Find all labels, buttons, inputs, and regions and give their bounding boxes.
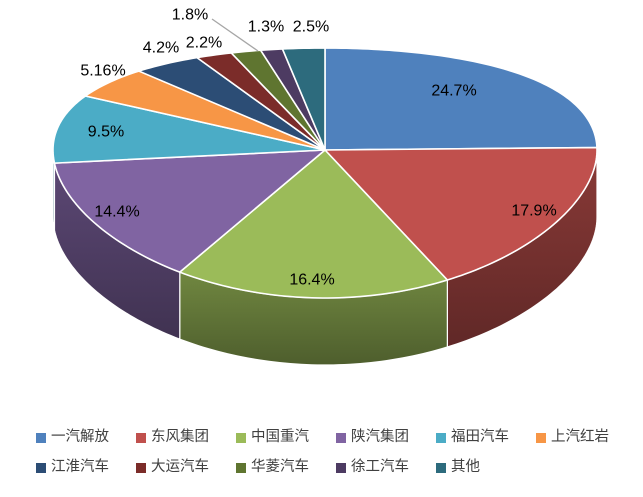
legend-label: 一汽解放	[51, 429, 109, 445]
legend-label: 中国重汽	[251, 429, 309, 445]
legend-label: 其他	[451, 459, 480, 475]
legend-item-1: 东风集团	[136, 428, 236, 447]
legend-item-8: 华菱汽车	[236, 458, 336, 477]
legend-swatch-icon	[236, 462, 246, 473]
legend-swatch-icon	[136, 432, 146, 443]
pie-percentage-label: 2.2%	[186, 35, 222, 52]
legend-item-6: 江淮汽车	[36, 458, 136, 477]
pie-slice-10	[281, 47, 326, 151]
legend-swatch-icon	[336, 462, 346, 473]
legend-label: 大运汽车	[151, 459, 209, 475]
legend: 一汽解放 东风集团 中国重汽 陕汽集团 福田汽车 上汽红岩江淮汽车 大运汽车 华菱汽车 徐工汽车…	[36, 428, 643, 477]
legend-item-7: 大运汽车	[136, 458, 236, 477]
pie-percentage-label: 1.3%	[248, 19, 284, 36]
pie-slice-3	[53, 149, 326, 273]
legend-swatch-icon	[436, 462, 446, 473]
legend-swatch-icon	[236, 432, 246, 443]
pie-percentage-label: 16.4%	[289, 272, 334, 289]
legend-item-10: 其他	[436, 458, 536, 477]
pie-percentage-label: 9.5%	[88, 124, 124, 141]
legend-label: 徐工汽车	[351, 459, 409, 475]
pie-percentage-label: 4.2%	[143, 40, 179, 57]
legend-swatch-icon	[36, 462, 46, 473]
pie-label-leader-line	[211, 18, 259, 52]
pie-percentage-label: 5.16%	[80, 63, 125, 80]
pie-slice-7	[196, 52, 326, 151]
legend-label: 上汽红岩	[551, 429, 609, 445]
legend-item-3: 陕汽集团	[336, 428, 436, 447]
legend-label: 陕汽集团	[351, 429, 409, 445]
legend-label: 江淮汽车	[51, 459, 109, 475]
pie-percentage-label: 1.8%	[172, 7, 208, 24]
legend-item-4: 福田汽车	[436, 428, 536, 447]
legend-label: 华菱汽车	[251, 459, 309, 475]
pie-slice-8	[230, 49, 326, 151]
pie-slice-6	[138, 56, 326, 151]
pie-percentage-label: 2.5%	[293, 19, 329, 36]
legend-item-9: 徐工汽车	[336, 458, 436, 477]
legend-label: 福田汽车	[451, 429, 509, 445]
legend-swatch-icon	[536, 432, 546, 443]
pie-slice-1	[324, 146, 598, 281]
pie-percentage-label: 24.7%	[431, 83, 476, 100]
legend-item-0: 一汽解放	[36, 428, 136, 447]
pie-slice-0	[324, 47, 598, 151]
legend-item-5: 上汽红岩	[536, 428, 636, 447]
legend-label: 东风集团	[151, 429, 209, 445]
pie-3d-chart: 24.7% 17.9% 16.4% 14.4% 9.5% 5.16% 4.2% 2.2% 1.8…	[52, 7, 598, 366]
pie-slice-5	[84, 70, 326, 151]
legend-swatch-icon	[336, 432, 346, 443]
pie-percentage-label: 17.9%	[511, 203, 556, 220]
legend-swatch-icon	[436, 432, 446, 443]
legend-swatch-icon	[136, 462, 146, 473]
pie-slice-4	[52, 95, 326, 164]
legend-swatch-icon	[36, 432, 46, 443]
pie-slice-2	[178, 149, 449, 299]
legend-item-2: 中国重汽	[236, 428, 336, 447]
pie-percentage-label: 14.4%	[94, 204, 139, 221]
